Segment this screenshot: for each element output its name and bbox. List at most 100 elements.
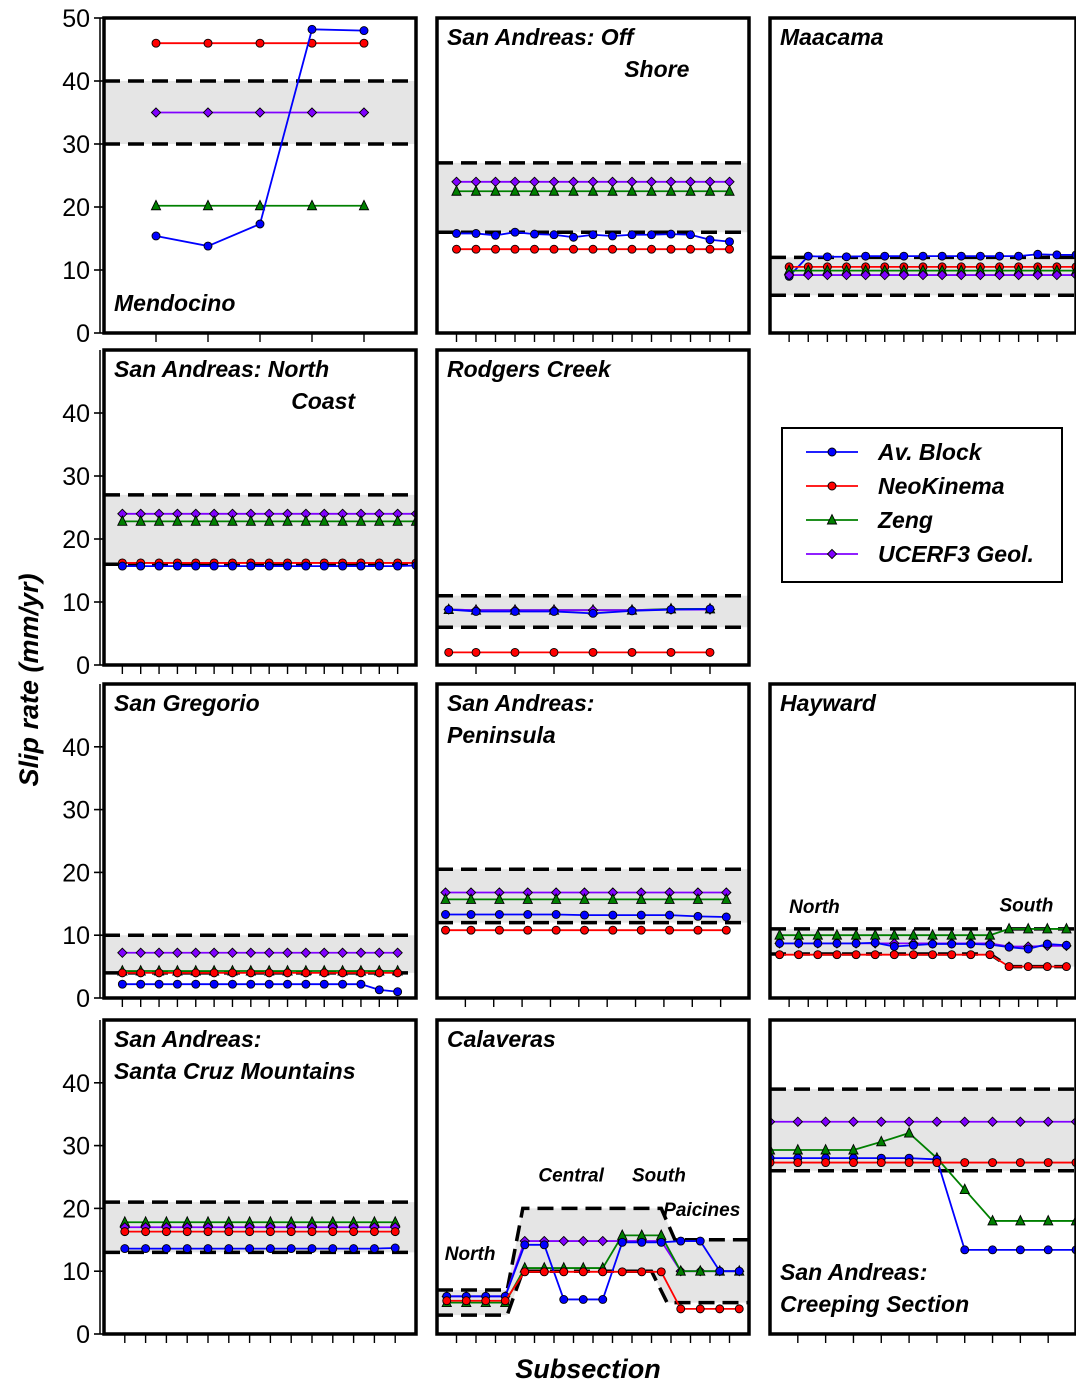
data-point-av_block: [665, 910, 675, 920]
data-point-neokinema: [928, 950, 938, 960]
data-point-av_block: [117, 979, 127, 989]
data-point-neokinema: [715, 1304, 725, 1314]
legend-label-neokinema: NeoKinema: [878, 473, 1005, 499]
data-point-av_block: [228, 561, 237, 571]
data-point-av_block: [705, 235, 715, 245]
series-line-zeng: [446, 1234, 740, 1304]
data-point-zeng: [490, 184, 501, 196]
data-point-zeng: [587, 184, 599, 196]
legend-marker-ucerf3: [826, 548, 838, 560]
y-tick-label: 10: [62, 589, 90, 617]
data-point-av_block: [264, 561, 274, 571]
data-point-av_block: [1061, 940, 1071, 950]
data-point-neokinema: [286, 1227, 296, 1237]
data-point-av_block: [441, 910, 450, 919]
panel-title: San Gregorio: [114, 690, 260, 716]
data-point-neokinema: [161, 1227, 171, 1237]
data-point-av_block: [228, 979, 237, 989]
data-point-zeng: [685, 184, 696, 196]
panel-title-line: San Gregorio: [114, 690, 260, 716]
data-point-neokinema: [693, 925, 703, 935]
panel-title: Rodgers Creek: [447, 356, 612, 382]
data-point-av_block: [832, 938, 842, 948]
legend-marker-neokinema: [827, 481, 837, 491]
panel-title: San Andreas: Creeping Section: [780, 1259, 969, 1317]
data-point-ucerf3: [848, 1116, 859, 1127]
data-point-neokinema: [721, 925, 731, 935]
panel-title-line: San Andreas:: [780, 1259, 927, 1285]
band-upper-bound: [437, 1206, 749, 1292]
data-point-zeng: [117, 514, 128, 526]
data-point-av_block: [283, 979, 292, 989]
data-point-ucerf3: [208, 947, 220, 959]
data-point-av_block: [182, 1244, 192, 1254]
data-point-neokinema: [245, 1227, 255, 1237]
data-point-neokinema: [889, 950, 899, 960]
data-point-neokinema: [491, 244, 500, 254]
data-point-neokinema: [1061, 962, 1071, 972]
data-point-av_block: [666, 229, 676, 239]
data-point-av_block: [510, 227, 520, 237]
data-point-zeng: [509, 184, 521, 196]
data-point-av_block: [937, 251, 947, 261]
data-point-zeng: [1015, 1214, 1026, 1226]
series-line-av_block: [779, 941, 1067, 950]
data-point-neokinema: [705, 244, 715, 254]
data-point-av_block: [1052, 250, 1062, 260]
data-point-ucerf3: [558, 1235, 569, 1247]
legend-label-zeng: Zeng: [877, 507, 933, 533]
data-point-av_block: [356, 561, 366, 571]
series-line-av_block: [770, 1157, 1076, 1251]
panel-plot-area: [437, 867, 749, 935]
data-point-av_block: [803, 251, 813, 261]
data-point-zeng: [720, 892, 732, 904]
data-point-av_block: [494, 910, 504, 919]
data-point-zeng: [1041, 922, 1053, 934]
data-point-av_block: [209, 979, 219, 989]
data-point-neokinema: [471, 244, 481, 254]
data-point-neokinema: [598, 1267, 608, 1277]
data-point-av_block: [666, 605, 676, 615]
data-point-av_block: [588, 608, 598, 618]
data-point-neokinema: [775, 950, 785, 960]
data-point-zeng: [1042, 1214, 1054, 1226]
data-point-av_block: [523, 910, 533, 919]
data-point-ucerf3: [822, 269, 833, 281]
geologic-range-band: [770, 928, 1076, 967]
data-point-neokinema: [510, 647, 520, 657]
data-point-av_block: [246, 979, 256, 989]
panel-plot-area: [104, 493, 416, 571]
data-point-ucerf3: [355, 947, 367, 959]
data-point-zeng: [440, 892, 451, 904]
data-point-ucerf3: [1013, 269, 1024, 281]
data-point-neokinema: [932, 1158, 942, 1168]
data-point-zeng: [392, 514, 403, 526]
data-point-zeng: [1022, 922, 1034, 934]
data-point-neokinema: [665, 925, 675, 935]
panel-annotation: Central: [538, 1165, 604, 1186]
data-point-ucerf3: [1051, 269, 1063, 281]
data-point-av_block: [471, 229, 481, 238]
data-point-neokinema: [452, 244, 461, 254]
series-line-av_block: [788, 253, 1076, 277]
data-point-neokinema: [494, 925, 504, 935]
data-point-zeng: [675, 1264, 687, 1276]
data-point-av_block: [393, 987, 403, 997]
panel-plot-area: [770, 922, 1076, 972]
data-point-zeng: [172, 514, 183, 526]
data-point-zeng: [646, 184, 657, 196]
data-point-ucerf3: [254, 107, 266, 118]
panel: Rodgers Creek: [435, 348, 751, 674]
panel-title-line: San Andreas:: [447, 690, 594, 716]
data-point-zeng: [208, 514, 220, 526]
data-point-av_block: [471, 607, 481, 616]
data-point-zeng: [665, 184, 677, 196]
data-point-zeng: [355, 514, 367, 526]
panel-title: Hayward: [780, 690, 877, 716]
data-point-neokinema: [328, 1227, 338, 1237]
data-point-ucerf3: [263, 947, 275, 959]
panel-title: San Andreas: Off Shore: [447, 24, 690, 82]
data-point-av_block: [851, 938, 861, 948]
data-point-neokinema: [705, 647, 715, 657]
